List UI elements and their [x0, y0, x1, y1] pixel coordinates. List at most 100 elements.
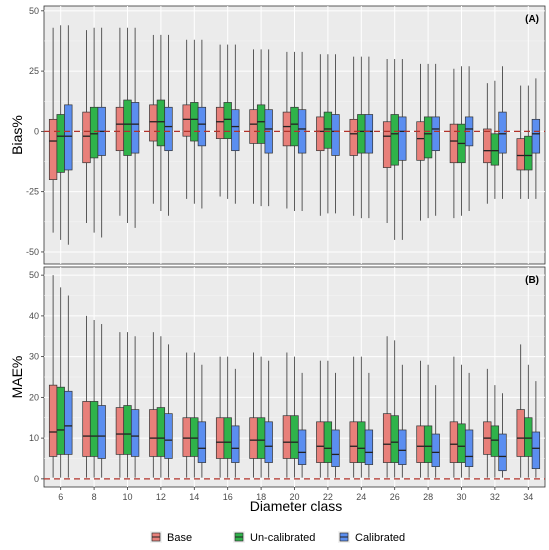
- box-body: [423, 425, 433, 463]
- box-body: [249, 109, 258, 144]
- box-calibrated-14: [197, 39, 207, 209]
- y-tick-label: -25: [26, 187, 39, 197]
- box-body: [215, 417, 225, 459]
- y-tick-label: 0: [34, 474, 39, 484]
- box-uncalibrated-8: [89, 319, 99, 478]
- box-calibrated-6: [64, 25, 73, 245]
- box-body: [349, 421, 358, 463]
- box-body: [164, 413, 173, 459]
- box-uncalibrated-20: [290, 51, 299, 211]
- box-body: [398, 429, 407, 465]
- box-base-34: [516, 344, 525, 478]
- y-tick-label: 20: [29, 392, 39, 402]
- box-base-14: [182, 39, 191, 199]
- box-body: [149, 409, 158, 457]
- box-body: [423, 116, 433, 159]
- box-base-16: [215, 356, 225, 478]
- box-body: [97, 405, 106, 459]
- box-body: [398, 116, 407, 161]
- y-tick-label: 50: [29, 270, 39, 280]
- box-uncalibrated-18: [256, 49, 266, 207]
- box-calibrated-16: [231, 368, 240, 478]
- box-base-12: [149, 332, 158, 478]
- box-base-32: [483, 83, 492, 204]
- box-body: [449, 123, 459, 164]
- box-body: [531, 118, 541, 154]
- y-tick-label: 40: [29, 311, 39, 321]
- box-body: [357, 114, 366, 154]
- legend-item-base: Base: [150, 531, 192, 544]
- legend-label: Base: [167, 532, 192, 544]
- box-body: [282, 415, 292, 459]
- box-body: [215, 106, 225, 139]
- x-tick-label: 28: [423, 492, 433, 502]
- box-body: [498, 111, 507, 154]
- box-calibrated-10: [130, 336, 140, 478]
- box-calibrated-14: [197, 364, 207, 478]
- x-tick-label: 20: [289, 492, 299, 502]
- box-body: [56, 114, 65, 173]
- box-body: [89, 401, 99, 457]
- box-body: [56, 386, 65, 455]
- legend-label: Un-calibrated: [250, 532, 315, 544]
- box-body: [297, 429, 307, 465]
- chart-panels: 50 25 0 -25 -50 (A) Bias% 50 40 30 20 10 0 (B) MAE% 6 8 1…: [9, 5, 546, 502]
- box-body: [416, 121, 425, 161]
- box-body: [490, 425, 500, 457]
- panel-1: 50 40 30 20 10 0 (B) MAE% 6 8 10 12 14 16 18 20 22 24 26 28…: [9, 266, 546, 502]
- box-body: [316, 116, 325, 152]
- panel-0: 50 25 0 -25 -50 (A) Bias%: [9, 5, 546, 265]
- box-base-24: [349, 356, 358, 478]
- box-body: [82, 111, 91, 164]
- x-tick-label: 8: [92, 492, 97, 502]
- x-tick-label: 32: [490, 492, 500, 502]
- box-calibrated-12: [164, 34, 173, 216]
- box-base-18: [249, 352, 258, 478]
- box-body: [115, 106, 125, 152]
- box-calibrated-24: [364, 56, 374, 219]
- x-tick-label: 34: [523, 492, 533, 502]
- box-body: [231, 425, 240, 463]
- box-body: [490, 133, 500, 166]
- box-body: [323, 111, 333, 149]
- x-tick-label: 14: [189, 492, 199, 502]
- box-body: [130, 102, 140, 154]
- box-calibrated-16: [231, 44, 240, 204]
- box-body: [164, 106, 173, 152]
- panel-label: (B): [525, 275, 539, 286]
- box-body: [156, 99, 166, 147]
- box-body: [431, 433, 440, 467]
- x-tick-label: 18: [256, 492, 266, 502]
- box-body: [464, 429, 474, 467]
- box-body: [524, 417, 533, 457]
- box-body: [64, 104, 73, 171]
- box-calibrated-28: [431, 385, 440, 478]
- legend-label: Calibrated: [355, 532, 405, 544]
- legend-item-calibrated: Calibrated: [338, 531, 405, 544]
- box-calibrated-8: [97, 324, 106, 478]
- box-base-12: [149, 34, 158, 204]
- box-body: [323, 421, 333, 463]
- x-tick-label: 22: [323, 492, 333, 502]
- box-calibrated-32: [498, 393, 507, 478]
- box-uncalibrated-26: [390, 340, 399, 478]
- box-body: [498, 433, 507, 472]
- box-body: [290, 106, 299, 147]
- box-calibrated-34: [531, 78, 541, 199]
- box-body: [190, 417, 199, 457]
- box-base-22: [316, 360, 325, 478]
- box-body: [416, 425, 425, 463]
- box-body: [331, 114, 340, 156]
- box-body: [516, 409, 525, 457]
- box-body: [316, 421, 325, 463]
- box-body: [390, 415, 399, 463]
- box-body: [89, 106, 99, 159]
- box-body: [149, 104, 158, 142]
- box-calibrated-6: [64, 295, 73, 478]
- box-body: [516, 138, 525, 171]
- box-body: [290, 415, 299, 459]
- box-body: [431, 116, 440, 152]
- box-calibrated-18: [264, 360, 273, 478]
- box-body: [382, 121, 392, 168]
- box-body: [130, 409, 140, 457]
